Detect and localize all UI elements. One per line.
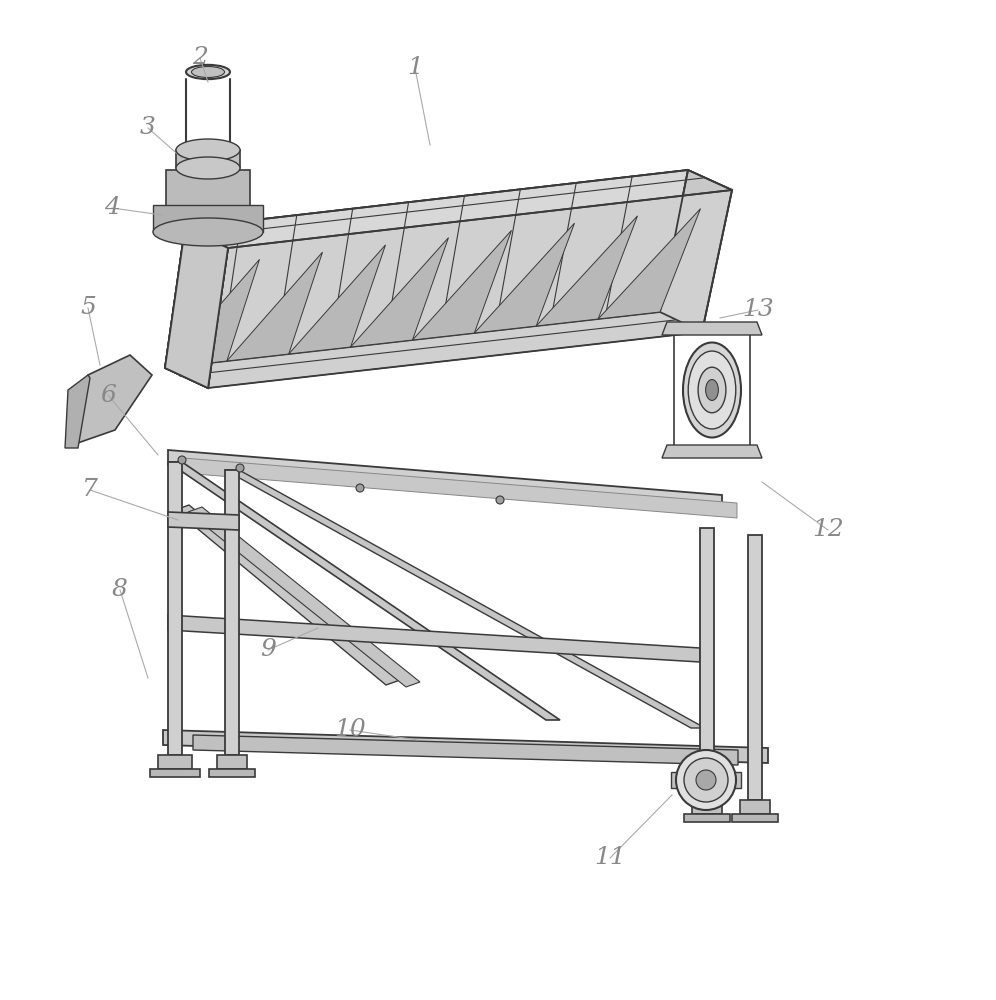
- Polygon shape: [692, 800, 722, 814]
- Polygon shape: [684, 814, 730, 822]
- Polygon shape: [740, 800, 770, 814]
- Polygon shape: [662, 322, 762, 335]
- Polygon shape: [185, 170, 732, 248]
- Polygon shape: [474, 223, 575, 333]
- Ellipse shape: [191, 66, 224, 78]
- Text: 9: 9: [260, 639, 276, 662]
- Polygon shape: [671, 772, 741, 788]
- Polygon shape: [165, 170, 688, 368]
- Polygon shape: [700, 528, 714, 800]
- Polygon shape: [351, 238, 448, 347]
- Polygon shape: [412, 230, 512, 340]
- Polygon shape: [208, 190, 732, 388]
- Polygon shape: [289, 245, 385, 354]
- Ellipse shape: [176, 157, 240, 179]
- Polygon shape: [176, 150, 240, 168]
- Polygon shape: [153, 205, 263, 232]
- Ellipse shape: [186, 65, 230, 79]
- Polygon shape: [168, 512, 239, 530]
- Ellipse shape: [683, 342, 741, 438]
- Text: 10: 10: [334, 718, 366, 742]
- Ellipse shape: [705, 380, 718, 400]
- Polygon shape: [168, 462, 560, 720]
- Polygon shape: [217, 755, 247, 769]
- Text: 6: 6: [100, 383, 116, 406]
- Circle shape: [496, 496, 504, 504]
- Polygon shape: [168, 450, 722, 510]
- Polygon shape: [163, 730, 768, 763]
- Ellipse shape: [153, 218, 263, 246]
- Polygon shape: [72, 355, 152, 445]
- Ellipse shape: [688, 351, 736, 429]
- Text: 13: 13: [742, 298, 774, 322]
- Polygon shape: [165, 228, 228, 388]
- Text: 7: 7: [82, 479, 98, 502]
- Polygon shape: [168, 615, 700, 662]
- Text: 4: 4: [104, 196, 120, 220]
- Polygon shape: [536, 216, 637, 326]
- Circle shape: [684, 758, 728, 802]
- Text: 2: 2: [192, 46, 208, 70]
- Circle shape: [696, 770, 716, 790]
- Ellipse shape: [176, 139, 240, 161]
- Ellipse shape: [186, 171, 230, 185]
- Text: 3: 3: [140, 116, 156, 139]
- Polygon shape: [166, 170, 250, 208]
- Polygon shape: [225, 470, 239, 755]
- Polygon shape: [65, 375, 90, 448]
- Polygon shape: [662, 445, 762, 458]
- Polygon shape: [732, 814, 778, 822]
- Polygon shape: [188, 507, 420, 687]
- Polygon shape: [158, 755, 192, 769]
- Circle shape: [178, 456, 186, 464]
- Polygon shape: [168, 462, 182, 755]
- Polygon shape: [175, 505, 400, 685]
- Polygon shape: [150, 769, 200, 777]
- Polygon shape: [225, 470, 705, 728]
- Circle shape: [236, 464, 244, 472]
- Text: 5: 5: [80, 296, 96, 320]
- Ellipse shape: [698, 367, 726, 413]
- Text: 11: 11: [595, 846, 625, 869]
- Polygon shape: [183, 458, 737, 518]
- Polygon shape: [209, 769, 255, 777]
- Polygon shape: [165, 228, 228, 388]
- Circle shape: [356, 484, 364, 492]
- Circle shape: [676, 750, 736, 810]
- Polygon shape: [165, 259, 260, 368]
- Polygon shape: [227, 252, 323, 361]
- Text: 12: 12: [812, 518, 844, 542]
- Polygon shape: [193, 735, 738, 765]
- Polygon shape: [748, 535, 762, 800]
- Polygon shape: [599, 209, 700, 319]
- Text: 1: 1: [407, 56, 423, 80]
- Text: 8: 8: [113, 578, 127, 601]
- Polygon shape: [660, 170, 732, 332]
